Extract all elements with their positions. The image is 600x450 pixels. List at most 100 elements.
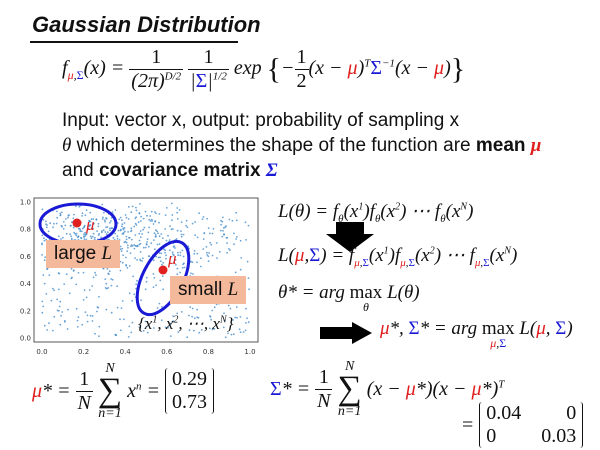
scatter-point: [119, 318, 121, 321]
scatter-point: [191, 222, 194, 225]
scatter-point: [101, 203, 104, 206]
scatter-point: [223, 233, 225, 235]
scatter-point: [66, 328, 69, 330]
scatter-point: [171, 214, 174, 216]
scatter-point: [106, 226, 109, 228]
scatter-point: [224, 336, 227, 339]
scatter-point: [207, 227, 210, 229]
scatter-point: [233, 243, 235, 246]
scatter-point: [162, 261, 165, 264]
scatter-point: [150, 218, 153, 221]
scatter-point: [134, 234, 137, 236]
scatter-point: [176, 312, 179, 315]
scatter-point: [139, 259, 142, 262]
scatter-point: [115, 334, 117, 337]
scatter-point: [142, 329, 145, 332]
scatter-point: [145, 325, 148, 328]
scatter-point: [142, 217, 145, 220]
scatter-point: [45, 293, 48, 295]
scatter-point: [154, 248, 156, 251]
scatter-point: [158, 221, 160, 224]
scatter-point: [156, 230, 159, 233]
scatter-point: [116, 306, 119, 309]
scatter-point: [185, 224, 188, 227]
scatter-point: [236, 316, 238, 319]
scatter-point: [125, 235, 128, 238]
scatter-point: [91, 235, 94, 238]
scatter-point: [206, 217, 209, 220]
scatter-point: [219, 229, 222, 232]
scatter-point: [144, 246, 147, 249]
scatter-point: [134, 217, 137, 220]
right-arrow-icon: [320, 322, 372, 344]
sigma-22: 0.03: [541, 425, 577, 447]
scatter-point: [135, 209, 138, 212]
scatter-point: [220, 219, 222, 222]
scatter-point: [109, 229, 111, 232]
scatter-point: [67, 308, 69, 311]
scatter-point: [65, 232, 68, 235]
scatter-point: [127, 246, 129, 249]
scatter-point: [228, 248, 230, 250]
scatter-point: [244, 329, 247, 332]
scatter-point: [104, 220, 106, 223]
scatter-point: [59, 323, 62, 326]
scatter-point: [176, 273, 179, 276]
scatter-point: [98, 335, 100, 338]
scatter-point: [221, 235, 224, 238]
scatter-point: [123, 222, 126, 224]
scatter-point: [63, 283, 66, 285]
scatter-point: [57, 288, 60, 291]
scatter-point: [180, 221, 183, 223]
down-arrow-icon: [326, 222, 374, 252]
scatter-point: [132, 275, 134, 278]
scatter-point: [82, 271, 85, 274]
scatter-point: [223, 319, 226, 322]
scatter-point: [83, 226, 85, 229]
scatter-point: [228, 218, 231, 221]
scatter-point: [83, 233, 85, 236]
scatter-point: [239, 268, 242, 271]
scatter-point: [139, 220, 142, 222]
scatter-point: [107, 272, 110, 275]
y-tick-label: 0.0: [20, 335, 31, 343]
scatter-point: [139, 251, 142, 253]
theta-star-formula: θ* = arg max θ L(θ): [278, 282, 420, 314]
scatter-point: [79, 229, 82, 231]
scatter-point: [131, 205, 134, 208]
scatter-point: [64, 224, 67, 227]
scatter-point: [60, 238, 62, 240]
scatter-point: [159, 260, 162, 263]
scatter-point: [59, 214, 62, 217]
scatter-point: [177, 251, 179, 254]
scatter-point: [209, 241, 212, 244]
scatter-point: [171, 251, 174, 254]
and-word: and: [62, 160, 94, 181]
scatter-point: [122, 228, 125, 231]
scatter-point: [171, 219, 173, 222]
scatter-point: [105, 226, 107, 229]
scatter-point: [230, 333, 233, 336]
scatter-point: [41, 208, 44, 211]
scatter-point: [75, 205, 77, 208]
scatter-point: [97, 222, 100, 225]
sigma-star-matrix: 0.04 0 0 0.03: [479, 402, 584, 448]
scatter-point: [160, 233, 163, 235]
scatter-point: [168, 239, 171, 241]
scatter-point: [124, 240, 127, 243]
scatter-point: [215, 242, 218, 244]
scatter-point: [81, 212, 84, 215]
scatter-point: [227, 332, 229, 335]
scatter-point: [133, 225, 136, 228]
scatter-point: [140, 215, 143, 218]
scatter-point: [248, 288, 250, 291]
scatter-point: [76, 319, 79, 322]
scatter-point: [70, 267, 73, 270]
scatter-point: [138, 232, 141, 235]
scatter-point: [89, 224, 92, 227]
scatter-point: [80, 230, 83, 233]
scatter-point: [43, 282, 46, 285]
scatter-point: [200, 329, 203, 331]
scatter-point: [53, 222, 55, 225]
